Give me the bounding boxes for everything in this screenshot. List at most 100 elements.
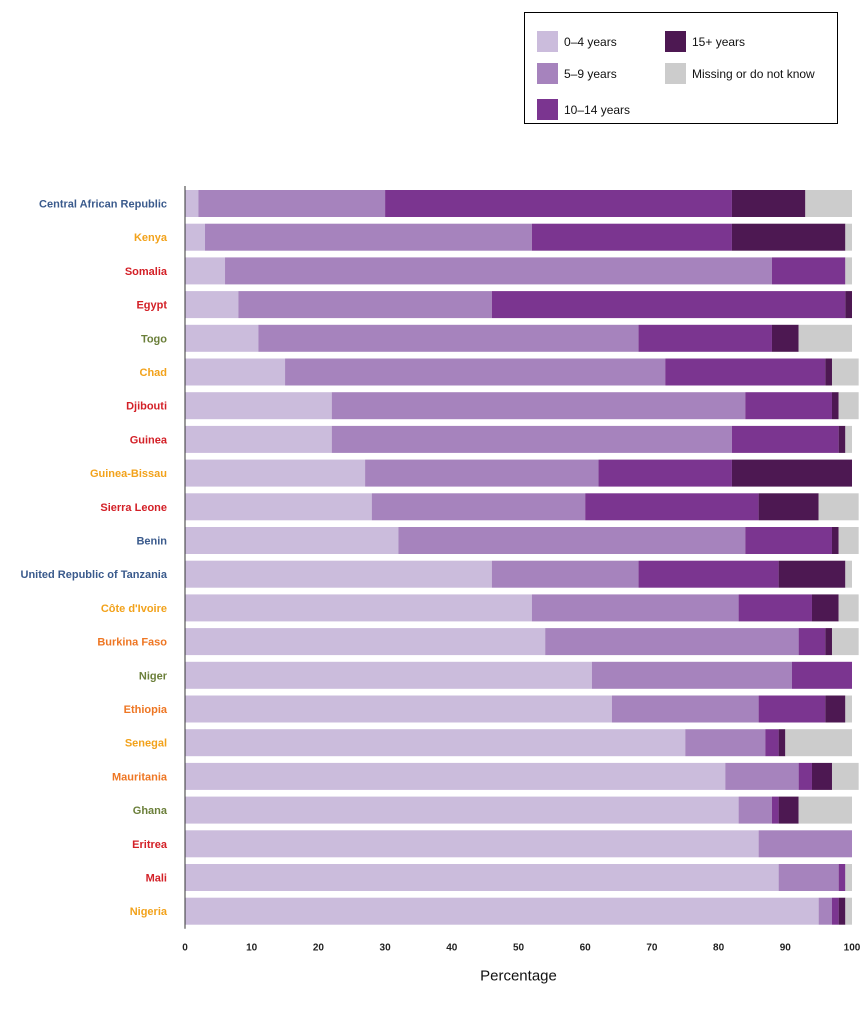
bar-segment	[185, 392, 332, 420]
legend-label-missing: Missing or do not know	[692, 66, 815, 81]
category-label: Togo	[141, 333, 167, 345]
bar-segment	[838, 392, 859, 420]
bar-segment	[531, 594, 739, 622]
legend-item-0-4: 0–4 years	[537, 31, 617, 52]
bar-segment	[731, 459, 852, 487]
bar-segment	[185, 291, 239, 319]
category-label: Mauritania	[112, 771, 168, 783]
bar-segment	[185, 223, 206, 251]
bar-segment	[491, 560, 639, 588]
category-label: Ethiopia	[124, 704, 168, 716]
category-label: Côte d'Ivoire	[101, 603, 167, 615]
bar-segment	[205, 223, 532, 251]
x-axis-ticks: 0 10 20 30 40 50 60 70 80 90 100	[182, 943, 861, 954]
bar-segment	[398, 527, 746, 554]
category-label: Somalia	[125, 266, 168, 278]
x-tick-label: 10	[246, 943, 258, 954]
bar-segment	[845, 695, 852, 723]
bar-segment	[745, 527, 832, 554]
bar-segment	[798, 796, 852, 824]
bar-segment	[845, 560, 852, 588]
category-label: Guinea-Bissau	[90, 468, 167, 480]
bar-segment	[758, 830, 852, 858]
bar-segment	[225, 257, 772, 285]
category-label: Kenya	[134, 232, 168, 244]
bar-segment	[725, 762, 799, 790]
bar-segment	[831, 358, 859, 386]
bar-segment	[591, 661, 792, 689]
bar-segment	[185, 864, 779, 891]
bar-segment	[665, 358, 826, 386]
bar-segment	[845, 425, 852, 453]
legend-item-10-14: 10–14 years	[537, 99, 630, 120]
x-tick-label: 100	[844, 943, 861, 954]
legend-swatch-0-4	[537, 31, 558, 52]
category-label: Benin	[136, 536, 167, 548]
bar-segment	[198, 190, 386, 217]
bar-segment	[185, 830, 759, 858]
category-label: Chad	[140, 367, 168, 379]
legend-label-10-14: 10–14 years	[564, 102, 631, 117]
bar-segment	[825, 628, 832, 656]
bar-segment	[731, 425, 839, 453]
legend-label-0-4: 0–4 years	[564, 34, 617, 49]
bar-segment	[285, 358, 666, 386]
category-label: Niger	[139, 670, 168, 682]
bar-segment	[258, 324, 639, 352]
category-label: Nigeria	[130, 906, 168, 918]
bar-segment	[365, 459, 599, 487]
bar-segment	[758, 695, 826, 723]
bar-segment	[831, 628, 859, 656]
bar-segment	[838, 594, 859, 622]
bar-segment	[758, 493, 819, 521]
bar-segment	[185, 560, 492, 588]
bar-segment	[831, 762, 859, 790]
category-label: Ghana	[133, 805, 168, 817]
bar-segment	[185, 594, 532, 622]
bar-segment	[745, 392, 832, 420]
legend-swatch-15-plus	[665, 31, 686, 52]
bar-segment	[185, 425, 332, 453]
bar-segment	[818, 897, 832, 925]
x-tick-label: 30	[380, 943, 392, 954]
bar-segment	[185, 661, 592, 689]
bar-segment	[778, 729, 786, 757]
bar-segment	[798, 324, 852, 352]
bar-segment	[598, 459, 732, 487]
bar-segment	[798, 628, 826, 656]
category-label: Sierra Leone	[100, 502, 167, 514]
x-tick-label: 60	[580, 943, 592, 954]
bar-segment	[638, 560, 779, 588]
bar-segment	[331, 392, 746, 420]
bar-segment	[185, 897, 819, 925]
bar-segment	[738, 594, 812, 622]
bar-segment	[638, 324, 772, 352]
bar-segment	[731, 190, 806, 217]
bar-segment	[845, 257, 852, 285]
bar-segment	[185, 729, 686, 757]
bar-segment	[831, 897, 839, 925]
x-axis-label: Percentage	[480, 968, 557, 985]
bar-segment	[831, 392, 839, 420]
x-tick-label: 20	[313, 943, 325, 954]
bar-segment	[805, 190, 852, 217]
bar-segment	[785, 729, 852, 757]
bar-segment	[845, 864, 852, 891]
bar-segment	[771, 324, 799, 352]
bar-segment	[845, 223, 852, 251]
bar-segment	[185, 796, 739, 824]
legend-swatch-missing	[665, 63, 686, 84]
bars-group	[185, 190, 859, 925]
bar-segment	[771, 257, 846, 285]
x-tick-label: 0	[182, 943, 188, 954]
bar-segment	[778, 864, 839, 891]
bar-segment	[185, 324, 259, 352]
bar-segment	[771, 796, 779, 824]
category-label: Egypt	[136, 300, 167, 312]
bar-segment	[531, 223, 732, 251]
bar-segment	[811, 594, 839, 622]
bar-segment	[545, 628, 799, 656]
chart-legend: 0–4 years 5–9 years 10–14 years 15+ year…	[524, 12, 838, 124]
bar-segment	[845, 291, 852, 319]
